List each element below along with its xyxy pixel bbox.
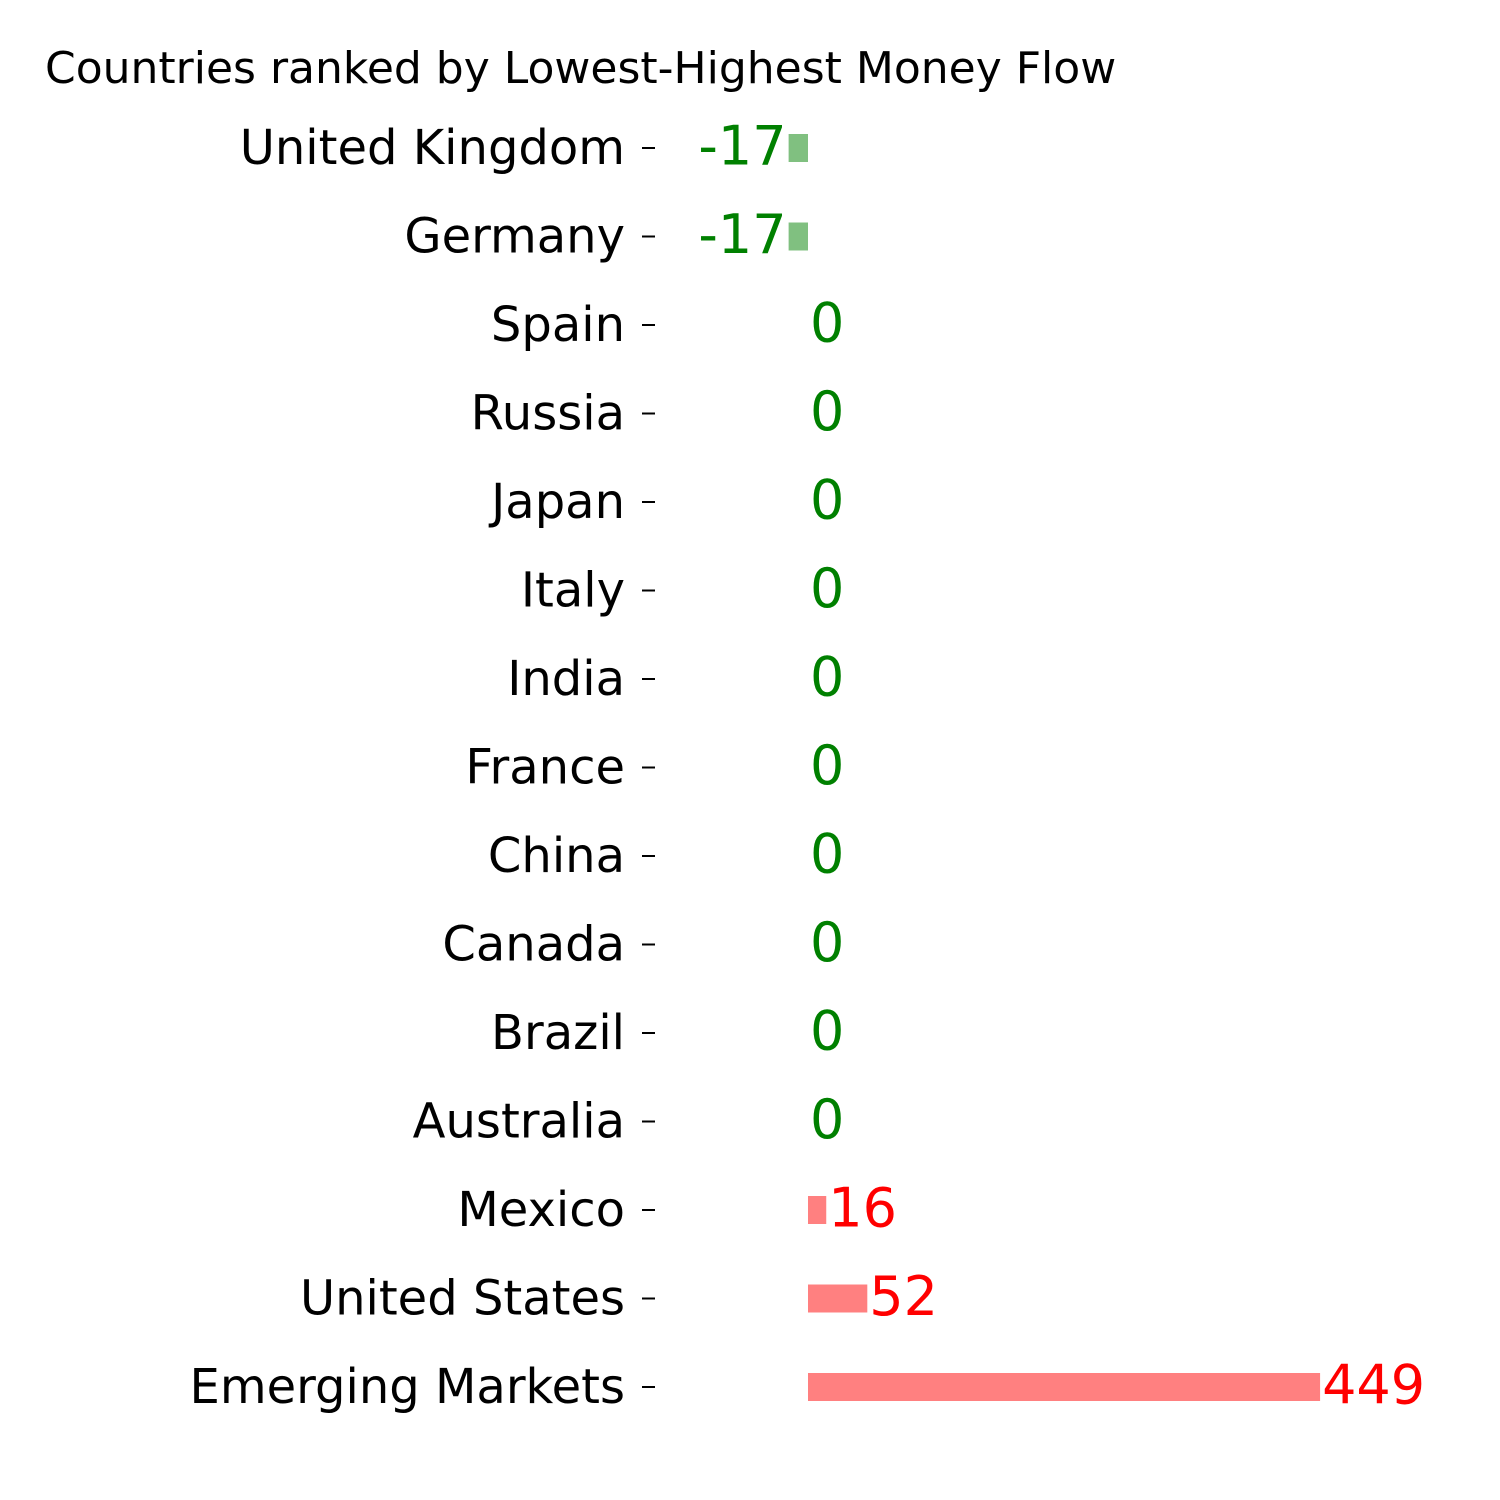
y-tick-label-brazil: Brazil — [491, 1005, 625, 1061]
y-tick-label-united-states: United States — [300, 1271, 625, 1327]
y-tick-label-canada: Canada — [442, 917, 625, 973]
y-axis: United Kingdom Germany Spain Russia Japan Ita… — [190, 120, 655, 1415]
chart-title: Countries ranked by Lowest-Highest Money… — [45, 43, 1116, 94]
data-label-france: 0 — [810, 734, 844, 797]
data-label-japan: 0 — [810, 469, 844, 532]
y-tick-label-emerging-markets: Emerging Markets — [190, 1359, 625, 1415]
data-label-united-kingdom: -17 — [698, 115, 786, 178]
data-label-india: 0 — [810, 646, 844, 709]
data-label-china: 0 — [810, 823, 844, 886]
data-label-emerging-markets: 449 — [1322, 1354, 1425, 1417]
data-label-germany: -17 — [698, 203, 786, 266]
data-label-brazil: 0 — [810, 1000, 844, 1063]
y-tick-label-italy: Italy — [521, 563, 625, 619]
bar-united-kingdom — [788, 134, 808, 162]
y-tick-label-australia: Australia — [413, 1094, 625, 1150]
data-label-russia: 0 — [810, 380, 844, 443]
y-tick-label-france: France — [465, 740, 625, 796]
y-tick-label-germany: Germany — [404, 209, 625, 265]
y-tick-label-india: India — [507, 651, 625, 707]
y-tick-label-united-kingdom: United Kingdom — [240, 120, 625, 176]
bar-united-states — [808, 1284, 868, 1313]
data-label-australia: 0 — [810, 1088, 844, 1151]
bar-emerging-markets — [808, 1373, 1321, 1401]
y-tick-label-mexico: Mexico — [457, 1182, 625, 1238]
y-tick-label-russia: Russia — [471, 386, 625, 442]
bar-germany — [788, 222, 808, 251]
data-label-canada: 0 — [810, 911, 844, 974]
data-label-mexico: 16 — [828, 1177, 897, 1240]
data-label-united-states: 52 — [869, 1265, 938, 1328]
y-tick-label-japan: Japan — [488, 474, 625, 530]
y-tick-label-china: China — [488, 828, 625, 884]
data-label-spain: 0 — [810, 292, 844, 355]
bar-mexico — [808, 1196, 827, 1224]
data-label-italy: 0 — [810, 557, 844, 620]
bars — [788, 134, 1321, 1401]
y-tick-label-spain: Spain — [491, 297, 625, 353]
data-labels: -17 -17 0 0 0 0 0 0 0 0 0 0 16 52 449 — [698, 115, 1425, 1417]
